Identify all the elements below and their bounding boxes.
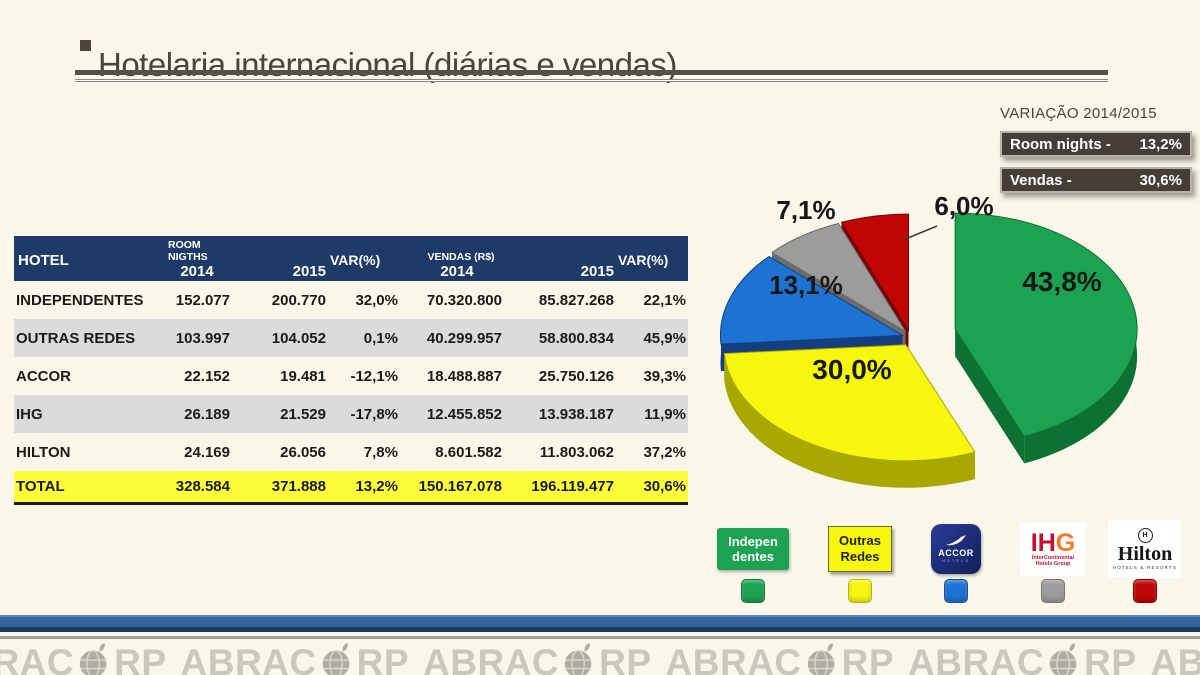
footer-blue-bar — [0, 615, 1200, 632]
pie-slice-independentes — [954, 212, 1138, 437]
table-row-accor: ACCOR 22.152 19.481 -12,1% 18.488.887 25… — [16, 367, 686, 385]
pie-slice-side-independentes — [955, 329, 1025, 464]
table-row-independentes: INDEPENDENTES 152.077 200.770 32,0% 70.3… — [16, 291, 686, 309]
globe-icon — [564, 643, 592, 675]
pie-slice-ihg — [771, 222, 906, 332]
pie-slice-outras-redes — [723, 344, 976, 462]
variation-room-nights: Room nights - 13,2% — [1000, 131, 1192, 157]
title-bullet-square — [80, 40, 91, 51]
col-header-vendas-2014: VENDAS (R$) 2014 — [427, 251, 495, 280]
page-title: Hotelaria internacional (diárias e venda… — [98, 46, 677, 84]
pie-slice-side-hilton — [841, 222, 909, 358]
legend-item-ihg: IHG InterContinental Hotels Group — [1001, 520, 1105, 603]
pie-slice-accor — [719, 255, 905, 345]
legend-label-independentes: Indepen dentes — [717, 528, 789, 570]
table-row-ihg: IHG 26.189 21.529 -17,8% 12.455.852 13.9… — [14, 395, 688, 433]
pie-slice-side-outras-redes — [724, 353, 975, 488]
accor-logo: ACCOR HOTELS — [931, 524, 981, 574]
pie-label-ihg: 7,1% — [776, 195, 835, 225]
globe-icon — [79, 643, 107, 675]
globe-icon — [807, 643, 835, 675]
title-divider-thick — [75, 70, 1108, 75]
pie-label-hilton: 6,0% — [934, 191, 993, 221]
ihg-logo: IHG InterContinental Hotels Group — [1020, 522, 1086, 576]
pie-slice-side-ihg — [772, 252, 906, 359]
variation-vendas: Vendas - 30,6% — [1000, 167, 1192, 193]
legend-item-independentes: Indepen dentes — [701, 520, 805, 603]
table-row-outras-redes: OUTRAS REDES 103.997 104.052 0,1% 40.299… — [14, 319, 688, 357]
pie-label-accor: 13,1% — [769, 270, 843, 300]
variation-panel: VARIAÇÃO 2014/2015 Room nights - 13,2% V… — [1000, 105, 1192, 203]
col-header-hotel: HOTEL — [18, 251, 69, 269]
variation-vendas-value: 30,6% — [1139, 171, 1182, 189]
hotel-data-table: HOTEL ROOM NIGTHS 2014 2015 VAR(%) VENDA… — [14, 236, 688, 505]
pie-slice-side-outras-redes — [724, 344, 906, 381]
legend-swatch-ihg — [1041, 579, 1065, 603]
legend-swatch-accor — [944, 579, 968, 603]
pie-slice-side-ihg — [772, 223, 839, 280]
pie-label-independentes: 43,8% — [1022, 266, 1101, 297]
legend-swatch-independentes — [741, 579, 765, 603]
hilton-logo: H Hilton HOTELS & RESORTS — [1108, 520, 1182, 578]
col-header-vendas-2015: 2015 — [580, 263, 614, 280]
table-row-total: TOTAL 328.584 371.888 13,2% 150.167.078 … — [14, 471, 688, 505]
pie-slice-side-independentes — [955, 213, 1138, 464]
hilton-circle-h-icon: H — [1137, 528, 1153, 543]
pie-slice-side-accor — [720, 335, 903, 372]
vendas-group-label: VENDAS (R$) — [427, 251, 495, 263]
variation-room-nights-value: 13,2% — [1139, 135, 1182, 153]
table-header-row: HOTEL ROOM NIGTHS 2014 2015 VAR(%) VENDA… — [14, 236, 688, 281]
legend-swatch-hilton — [1133, 579, 1157, 603]
pie-slice-side-hilton — [841, 214, 909, 250]
col-header-vendas-var: VAR(%) — [618, 252, 669, 268]
variation-room-nights-label: Room nights - — [1010, 135, 1111, 153]
pie-slice-side-accor — [720, 256, 769, 372]
title-divider-thin — [75, 79, 1108, 82]
legend-label-outras-redes: Outras Redes — [828, 526, 892, 572]
pie-slice-side-ihg — [838, 223, 906, 359]
col-header-room-nights-var: VAR(%) — [330, 252, 381, 268]
pie-slice-side-accor — [768, 256, 903, 363]
pie-slice-hilton — [840, 213, 910, 332]
pie-leader-line — [902, 225, 938, 241]
legend-swatch-outras-redes — [848, 579, 872, 603]
footer-gray-line — [0, 636, 1200, 639]
table-row-hilton: HILTON 24.169 26.056 7,8% 8.601.582 11.8… — [16, 443, 686, 461]
room-nights-group-label: ROOM NIGTHS — [168, 239, 208, 263]
pie-slice-side-outras-redes — [905, 344, 975, 480]
accor-bird-icon — [946, 535, 966, 546]
legend-item-hilton: H Hilton HOTELS & RESORTS — [1093, 520, 1197, 603]
variation-title: VARIAÇÃO 2014/2015 — [1000, 105, 1157, 122]
globe-icon — [1049, 643, 1077, 675]
col-header-room-nights-2014: ROOM NIGTHS 2014 — [164, 236, 244, 284]
globe-icon — [322, 643, 349, 675]
col-header-room-nights-2015: 2015 — [292, 263, 326, 280]
variation-vendas-label: Vendas - — [1010, 171, 1072, 189]
legend-item-outras-redes: Outras Redes — [808, 520, 912, 603]
pie-label-outras-redes: 30,0% — [812, 354, 891, 385]
legend-item-accor: ACCOR HOTELS — [904, 520, 1008, 603]
